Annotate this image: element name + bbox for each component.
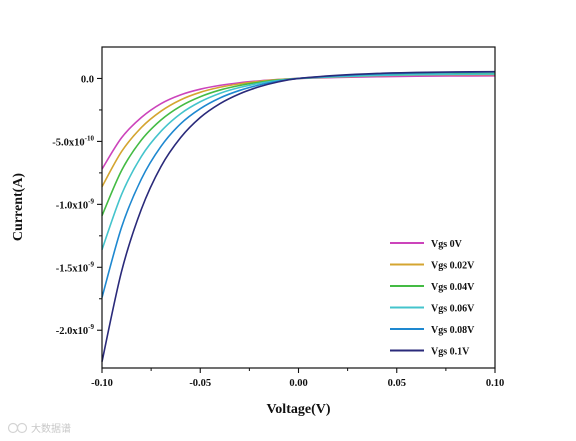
x-tick-label-0: -0.10 [91,378,113,389]
y-tick-exponent-4: -9 [88,323,94,331]
y-tick-label-4: -2.0x10-9 [56,323,95,337]
plot-frame [101,46,496,369]
legend: Vgs 0V Vgs 0.02V Vgs 0.04V Vgs 0.06V Vgs 0.0… [390,239,475,358]
y-tick-exponent-2: -9 [88,197,94,205]
y-axis-label: Current(A) [11,173,26,242]
legend-label-1: Vgs 0.02V [431,261,475,272]
watermark-logo-icon [7,422,28,434]
y-tick-label-3: -1.5x10-9 [56,260,95,274]
x-axis-ticks: -0.10 -0.05 0.00 0.05 0.10 [91,368,504,389]
watermark: 大数据谱 [7,422,71,435]
x-tick-label-2: 0.00 [289,378,307,389]
legend-label-5: Vgs 0.1V [431,347,470,358]
y-tick-label-1: -5.0x10-10 [52,134,94,148]
watermark-text: 大数据谱 [31,422,71,435]
x-tick-label-1: -0.05 [189,378,211,389]
y-tick-label-0: 0.0 [81,74,94,85]
legend-label-3: Vgs 0.06V [431,304,475,315]
y-axis-ticks: 0.0 -5.0x10-10 -1.0x10-9 -1.5x10-9 -2.0x10-9 [52,74,102,337]
legend-label-4: Vgs 0.08V [431,325,475,336]
series-line-0 [101,75,496,170]
x-tick-label-3: 0.05 [388,378,406,389]
legend-label-0: Vgs 0V [431,239,463,250]
legend-label-2: Vgs 0.04V [431,282,475,293]
plot-curves [101,70,496,362]
series-line-2 [101,72,496,216]
series-line-5 [101,70,496,362]
y-tick-label-2: -1.0x10-9 [56,197,95,211]
y-tick-exponent-1: -10 [85,134,95,142]
x-tick-label-4: 0.10 [486,378,504,389]
x-axis-label: Voltage(V) [266,402,330,417]
y-tick-exponent-3: -9 [88,260,94,268]
series-line-3 [101,73,496,250]
